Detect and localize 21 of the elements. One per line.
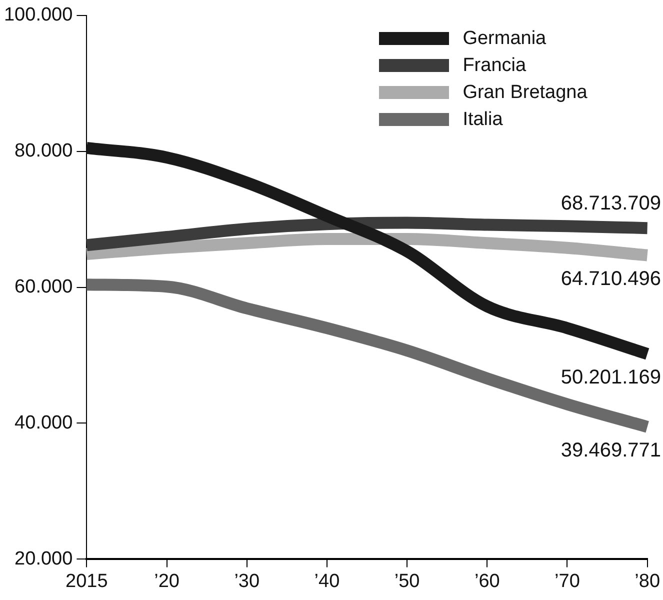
y-tick-label: 80.000 <box>14 140 73 162</box>
y-tick-label: 60.000 <box>14 276 73 298</box>
legend-label: Italia <box>462 108 503 131</box>
x-tick-label: ’40 <box>314 570 340 592</box>
x-tick-label: ’60 <box>474 570 500 592</box>
x-tick-label: ’50 <box>394 570 420 592</box>
annotation: 64.710.496 <box>560 268 661 290</box>
legend-label: Gran Bretagna <box>462 82 588 104</box>
y-tick-label: 40.000 <box>14 412 73 434</box>
annotation: 68.713.709 <box>560 192 661 215</box>
annotation: 39.469.771 <box>560 439 661 462</box>
legend-label: Francia <box>462 54 526 77</box>
x-tick-label: ’80 <box>634 570 660 592</box>
x-tick-label: ’20 <box>154 570 180 592</box>
x-tick-label: ’30 <box>234 570 260 592</box>
x-tick-label: 2015 <box>66 570 108 592</box>
legend-label: Germania <box>462 28 546 50</box>
x-tick-label: ’70 <box>554 570 580 592</box>
y-tick-label: 100.000 <box>4 4 73 26</box>
y-tick-label: 20.000 <box>14 548 73 570</box>
annotation: 50.201.169 <box>560 366 661 388</box>
